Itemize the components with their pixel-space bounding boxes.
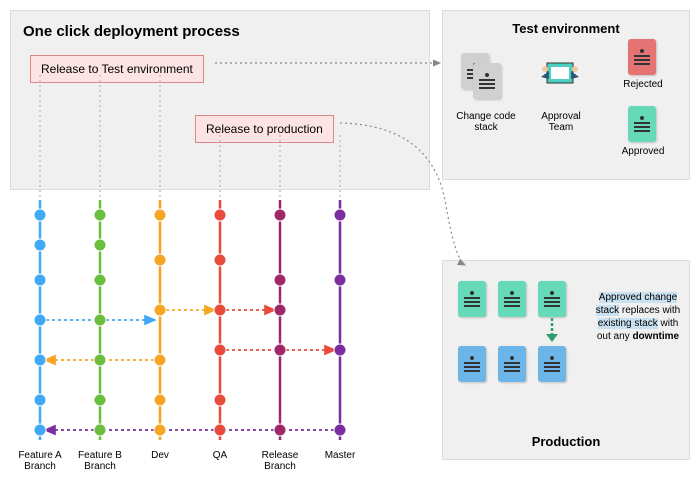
branch-label: Master xyxy=(310,450,370,461)
main-title: One click deployment process xyxy=(23,23,417,40)
approved-icon xyxy=(628,106,656,142)
prod-title: Production xyxy=(443,434,689,449)
branch-label: Dev xyxy=(130,450,190,461)
prod-existing-icon xyxy=(498,346,526,382)
prod-existing-icon xyxy=(458,346,486,382)
prod-text: Approved change stack replaces with exis… xyxy=(593,291,683,343)
change-stack-icon xyxy=(473,63,501,99)
prod-approved-icon xyxy=(498,281,526,317)
prod-panel: Approved change stack replaces with exis… xyxy=(442,260,690,460)
prod-approved-icon xyxy=(458,281,486,317)
approved-label: Approved xyxy=(613,146,673,157)
approval-team-icon xyxy=(535,57,585,97)
branch-label: Feature B Branch xyxy=(70,450,130,472)
release-test-button[interactable]: Release to Test environment xyxy=(30,55,204,83)
replace-arrow-icon xyxy=(542,318,562,344)
deployment-panel: One click deployment process xyxy=(10,10,430,190)
approval-label: Approval Team xyxy=(531,111,591,133)
branch-label: QA xyxy=(190,450,250,461)
test-env-panel: Test environment Change code stack Appro… xyxy=(442,10,690,180)
test-env-title: Test environment xyxy=(453,21,679,36)
rejected-icon xyxy=(628,39,656,75)
prod-approved-icon xyxy=(538,281,566,317)
change-stack-label: Change code stack xyxy=(451,111,521,133)
prod-existing-icon xyxy=(538,346,566,382)
branch-label: Feature A Branch xyxy=(10,450,70,472)
release-prod-button[interactable]: Release to production xyxy=(195,115,334,143)
branch-label: Release Branch xyxy=(250,450,310,472)
rejected-label: Rejected xyxy=(613,79,673,90)
